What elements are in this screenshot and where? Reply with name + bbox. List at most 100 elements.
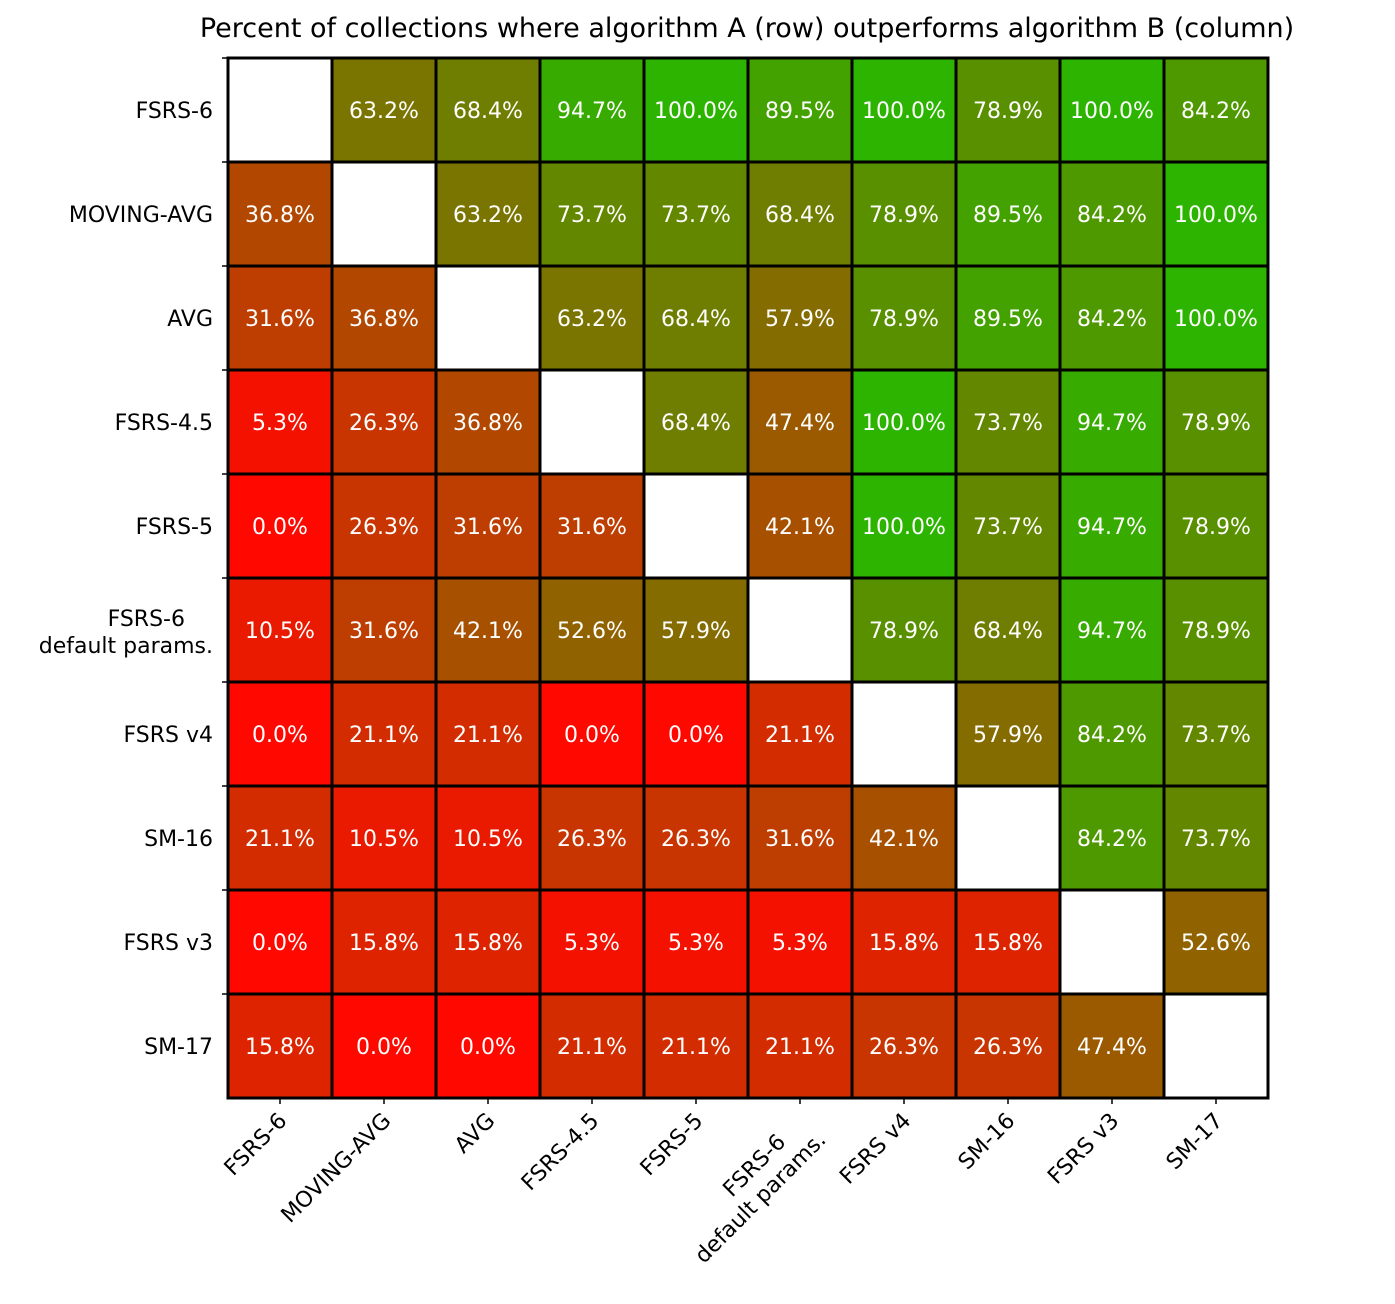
cell-value-label: 68.4% [661, 307, 731, 332]
x-tick-label: FSRS-6 [220, 1109, 292, 1181]
y-tick-label: FSRS-6 [136, 99, 213, 124]
cell-value-label: 21.1% [765, 723, 835, 748]
cell-value-label: 78.9% [869, 619, 939, 644]
y-tick-label: FSRS-5 [136, 515, 213, 540]
heatmap-cell [850, 992, 958, 1100]
cell-value-label: 31.6% [245, 307, 315, 332]
cell-value-label: 73.7% [661, 203, 731, 228]
y-tick-label: AVG [167, 307, 213, 332]
heatmap-cell [1162, 160, 1270, 268]
cell-value-label: 84.2% [1077, 203, 1147, 228]
cell-value-label: 89.5% [765, 99, 835, 124]
cell-value-label: 63.2% [453, 203, 523, 228]
heatmap-cell [642, 368, 750, 476]
cell-value-label: 5.3% [668, 931, 724, 956]
heatmap-cell-empty [642, 472, 750, 580]
cell-value-label: 42.1% [869, 827, 939, 852]
heatmap-cell [642, 784, 750, 892]
cell-value-label: 100.0% [862, 99, 946, 124]
cell-value-label: 100.0% [862, 411, 946, 436]
heatmap-cell [1162, 784, 1270, 892]
heatmap-cell [330, 56, 438, 164]
heatmap-cell-empty [850, 680, 958, 788]
cell-value-label: 15.8% [245, 1035, 315, 1060]
cell-value-label: 63.2% [349, 99, 419, 124]
heatmap-cell-empty [1162, 992, 1270, 1100]
heatmap-cell [330, 264, 438, 372]
heatmap-cell [954, 992, 1062, 1100]
cell-value-label: 73.7% [557, 203, 627, 228]
heatmap-cell [434, 576, 542, 684]
cell-value-label: 68.4% [765, 203, 835, 228]
heatmap-cell [746, 784, 854, 892]
cell-value-label: 0.0% [252, 723, 308, 748]
cell-value-label: 52.6% [1181, 931, 1251, 956]
heatmap-cell [850, 576, 958, 684]
y-tick-label: SM-17 [144, 1035, 213, 1060]
cell-value-label: 15.8% [869, 931, 939, 956]
heatmap-cell [642, 576, 750, 684]
cell-value-label: 89.5% [973, 203, 1043, 228]
y-axis-labels: FSRS-6 MOVING-AVG AVG FSRS-4.5 FSRS-5 FSRS-6 d… [39, 57, 228, 1060]
heatmap-cell [954, 160, 1062, 268]
heatmap-cell [434, 888, 542, 996]
x-tick-label: AVG [450, 1109, 500, 1159]
heatmap-cell-empty [330, 160, 438, 268]
cell-value-label: 5.3% [772, 931, 828, 956]
heatmap-cell [330, 576, 438, 684]
cell-value-label: 94.7% [1077, 619, 1147, 644]
heatmap-cell-empty [434, 264, 542, 372]
cell-value-label: 0.0% [252, 515, 308, 540]
cell-value-label: 36.8% [349, 307, 419, 332]
cell-value-label: 47.4% [765, 411, 835, 436]
heatmap-cell [746, 992, 854, 1100]
cell-value-label: 57.9% [765, 307, 835, 332]
heatmap-cell [1162, 368, 1270, 476]
cell-value-label: 73.7% [973, 411, 1043, 436]
cell-value-label: 21.1% [453, 723, 523, 748]
cell-value-label: 31.6% [349, 619, 419, 644]
cell-value-label: 84.2% [1181, 99, 1251, 124]
heatmap-cell [226, 784, 334, 892]
cell-value-label: 100.0% [1174, 203, 1258, 228]
heatmap-cell-empty [1058, 888, 1166, 996]
heatmap-cell [1162, 472, 1270, 580]
heatmap-cell [226, 264, 334, 372]
heatmap-cell [954, 680, 1062, 788]
heatmap-cell [226, 368, 334, 476]
cell-value-label: 68.4% [453, 99, 523, 124]
y-tick-label: FSRS v3 [124, 931, 214, 956]
y-tick-label: FSRS-4.5 [115, 411, 213, 436]
heatmap-cell [746, 160, 854, 268]
heatmap-cell [226, 888, 334, 996]
heatmap-cell [538, 992, 646, 1100]
heatmap-cell [746, 888, 854, 996]
cell-value-label: 0.0% [252, 931, 308, 956]
cell-value-label: 89.5% [973, 307, 1043, 332]
cell-value-label: 94.7% [1077, 411, 1147, 436]
y-tick-label: FSRS v4 [124, 723, 214, 748]
cell-value-label: 73.7% [1181, 723, 1251, 748]
cell-value-label: 31.6% [453, 515, 523, 540]
cell-value-label: 78.9% [973, 99, 1043, 124]
cell-value-label: 21.1% [349, 723, 419, 748]
heatmap-cell [642, 888, 750, 996]
cell-value-label: 36.8% [453, 411, 523, 436]
cell-value-label: 10.5% [453, 827, 523, 852]
cell-value-label: 5.3% [252, 411, 308, 436]
heatmap-cell [226, 576, 334, 684]
heatmap-cell [434, 784, 542, 892]
heatmap-cell [330, 888, 438, 996]
y-tick-label: FSRS-6 default params. [39, 607, 213, 659]
cell-value-label: 84.2% [1077, 723, 1147, 748]
heatmap-cell [850, 472, 958, 580]
cell-value-label: 78.9% [1181, 515, 1251, 540]
x-tick-label: FSRS v3 [1043, 1109, 1124, 1190]
heatmap-cell [642, 264, 750, 372]
heatmap-cell [1058, 56, 1166, 164]
cell-value-label: 21.1% [765, 1035, 835, 1060]
cell-value-label: 36.8% [245, 203, 315, 228]
heatmap-cell [1058, 576, 1166, 684]
